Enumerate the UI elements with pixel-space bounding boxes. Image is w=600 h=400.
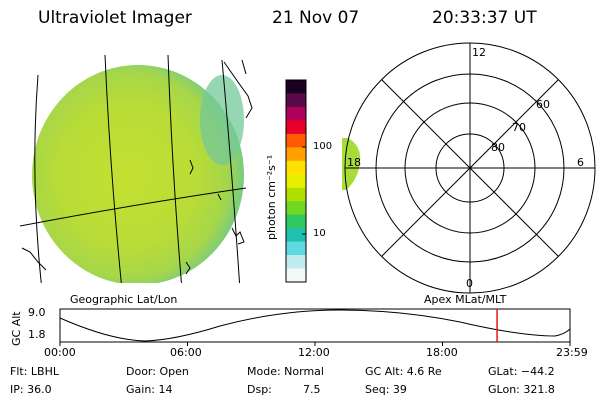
xtick-1800: 18:00 [426,346,458,359]
status-mode: Mode: Normal [247,365,324,378]
apex-panel-label: Apex MLat/MLT [424,293,507,306]
colorbar-segment [286,80,306,94]
status-dsp-label: Dsp: [247,383,272,396]
colorbar-segment [286,201,306,216]
mlat-label-70: 70 [512,121,526,134]
altitude-curve [59,309,571,342]
latitude-line [20,187,247,227]
altitude-ymin: 1.8 [28,328,46,341]
colorbar-segment [286,120,306,135]
mlt-label-12: 12 [472,46,486,59]
page-title: Ultraviolet Imager [38,8,192,28]
colorbar-segment [286,268,306,283]
colorbar-segment [286,241,306,256]
colorbar-tick-10: 10 [313,228,326,239]
colorbar-segment [286,133,306,148]
status-ip: IP: 36.0 [10,383,52,396]
colorbar-segment [286,255,306,270]
colorbar-segment [286,174,306,189]
altitude-axis-label: GC Alt [10,311,23,346]
status-gcalt: GC Alt: 4.6 Re [365,365,442,378]
status-door: Door: Open [126,365,189,378]
colorbar-segment [286,147,306,162]
xtick-1200: 12:00 [298,346,330,359]
observation-time: 20:33:37 UT [432,8,537,28]
status-glat: GLat: −44.2 [488,365,555,378]
colorbar-segment [286,214,306,229]
altitude-ymax: 9.0 [28,306,46,319]
mlat-label-60: 60 [536,98,550,111]
xtick-0000: 00:00 [44,346,76,359]
colorbar-segment [286,160,306,175]
polar-ring-outer [344,42,596,294]
colorbar-segment [286,93,306,108]
colorbar-segment [286,187,306,202]
observation-date: 21 Nov 07 [272,8,360,28]
mlt-label-0: 0 [466,277,473,290]
xtick-0600: 06:00 [170,346,202,359]
coastlines [21,59,253,275]
status-dsp-value: 7.5 [303,383,321,396]
geographic-panel-label: Geographic Lat/Lon [70,293,178,306]
mlt-label-18: 18 [347,156,361,169]
colorbar-tick-100: 100 [313,141,333,152]
status-glon: GLon: 321.8 [488,383,555,396]
status-flt: Flt: LBHL [10,365,59,378]
colorbar-segment [286,228,306,243]
mlt-label-6: 6 [577,156,584,169]
longitude-grid [34,55,241,283]
colorbar-segment [286,106,306,121]
status-gain: Gain: 14 [126,383,173,396]
status-seq: Seq: 39 [365,383,407,396]
colorbar-units-label: photon cm⁻²s⁻¹ [265,154,278,240]
uv-emission-disk [32,65,244,283]
xtick-2359: 23:59 [556,346,588,359]
mlat-label-80: 80 [491,141,505,154]
